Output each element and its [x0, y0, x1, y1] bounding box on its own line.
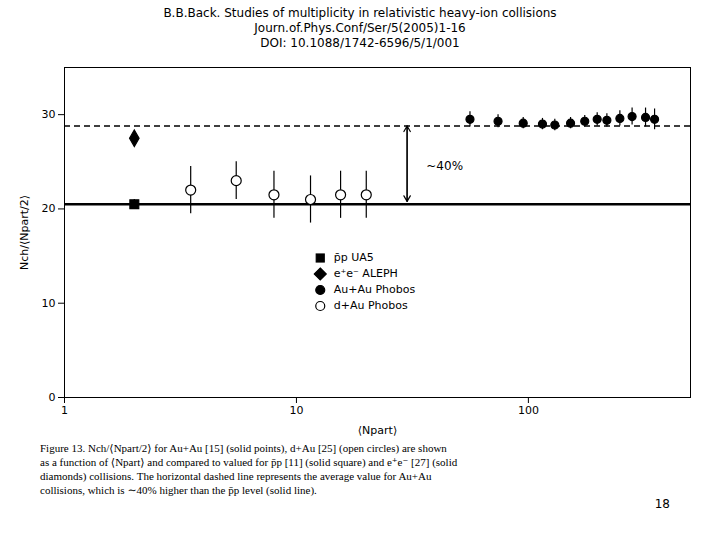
html-text:B.B.Back. Studies of multiplic: B.B.Back. Studies of multiplicity in rel… — [163, 6, 557, 20]
svg-text:Nch/⟨Npart/2⟩: Nch/⟨Npart/2⟩ — [18, 195, 31, 270]
svg-text:10: 10 — [42, 297, 56, 310]
html-text:as a function of ⟨Npart⟩ and c: as a function of ⟨Npart⟩ and compared to… — [40, 456, 458, 468]
svg-text:30: 30 — [42, 108, 56, 121]
svg-text:0: 0 — [49, 391, 56, 404]
html-text:18: 18 — [654, 497, 670, 511]
svg-text:100: 100 — [518, 404, 539, 417]
svg-text:10: 10 — [289, 404, 303, 417]
svg-text:⟨Npart⟩: ⟨Npart⟩ — [358, 424, 397, 437]
html-text:Figure 13. Nch/⟨Npart/2⟩ for A: Figure 13. Nch/⟨Npart/2⟩ for Au+Au [15] … — [40, 442, 447, 454]
html-text:e⁺e⁻ ALEPH: e⁺e⁻ ALEPH — [333, 266, 398, 280]
svg-text:~40%: ~40% — [426, 159, 463, 173]
svg-text:1: 1 — [61, 404, 68, 417]
html-text:p̄p UA5: p̄p UA5 — [333, 250, 374, 264]
html-text:diamonds) collisions. The hori: diamonds) collisions. The horizontal das… — [40, 470, 432, 482]
html-text:d+Au Phobos: d+Au Phobos — [333, 298, 408, 312]
html-text:DOI: 10.1088/1742-6596/5/1/001: DOI: 10.1088/1742-6596/5/1/001 — [260, 36, 460, 50]
svg-text:20: 20 — [42, 202, 56, 215]
html-text:Au+Au Phobos: Au+Au Phobos — [333, 282, 416, 296]
html-text:Journ.of.Phys.Conf/Ser/5(2005): Journ.of.Phys.Conf/Ser/5(2005)1-16 — [254, 21, 466, 35]
html-text:collisions, which is ∼40% high: collisions, which is ∼40% higher than th… — [40, 484, 317, 496]
